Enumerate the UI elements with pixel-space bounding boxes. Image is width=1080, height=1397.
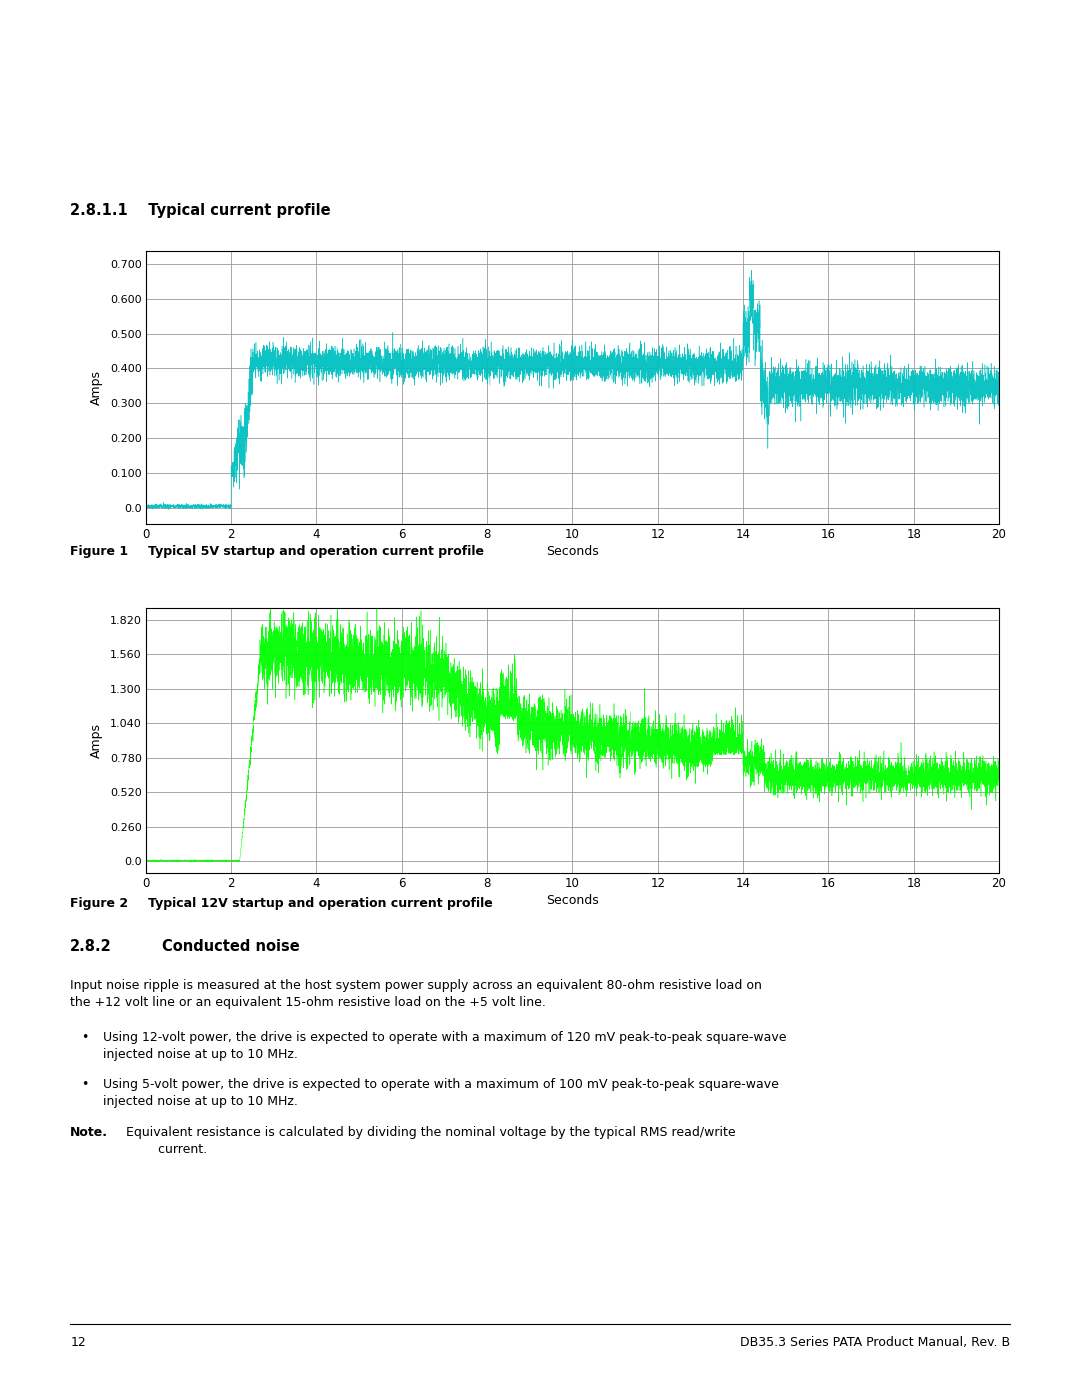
Text: •: • xyxy=(81,1078,89,1091)
Text: •: • xyxy=(81,1031,89,1044)
Y-axis label: Amps: Amps xyxy=(90,722,103,759)
Text: DB35.3 Series PATA Product Manual, Rev. B: DB35.3 Series PATA Product Manual, Rev. … xyxy=(740,1336,1010,1348)
Text: Input noise ripple is measured at the host system power supply across an equival: Input noise ripple is measured at the ho… xyxy=(70,979,762,1009)
Text: Equivalent resistance is calculated by dividing the nominal voltage by the typic: Equivalent resistance is calculated by d… xyxy=(126,1126,735,1155)
Text: Figure 2: Figure 2 xyxy=(70,897,129,909)
Y-axis label: Amps: Amps xyxy=(90,370,103,405)
Text: Typical 12V startup and operation current profile: Typical 12V startup and operation curren… xyxy=(148,897,492,909)
Text: 2.8.2: 2.8.2 xyxy=(70,939,112,954)
Text: Typical 5V startup and operation current profile: Typical 5V startup and operation current… xyxy=(148,545,484,557)
Text: Using 5-volt power, the drive is expected to operate with a maximum of 100 mV pe: Using 5-volt power, the drive is expecte… xyxy=(103,1078,779,1108)
X-axis label: Seconds: Seconds xyxy=(546,894,598,908)
Text: 2.8.1.1    Typical current profile: 2.8.1.1 Typical current profile xyxy=(70,203,330,218)
X-axis label: Seconds: Seconds xyxy=(546,545,598,559)
Text: Using 12-volt power, the drive is expected to operate with a maximum of 120 mV p: Using 12-volt power, the drive is expect… xyxy=(103,1031,786,1060)
Text: Conducted noise: Conducted noise xyxy=(162,939,300,954)
Text: Note.: Note. xyxy=(70,1126,108,1139)
Text: 12: 12 xyxy=(70,1336,86,1348)
Text: Figure 1: Figure 1 xyxy=(70,545,129,557)
